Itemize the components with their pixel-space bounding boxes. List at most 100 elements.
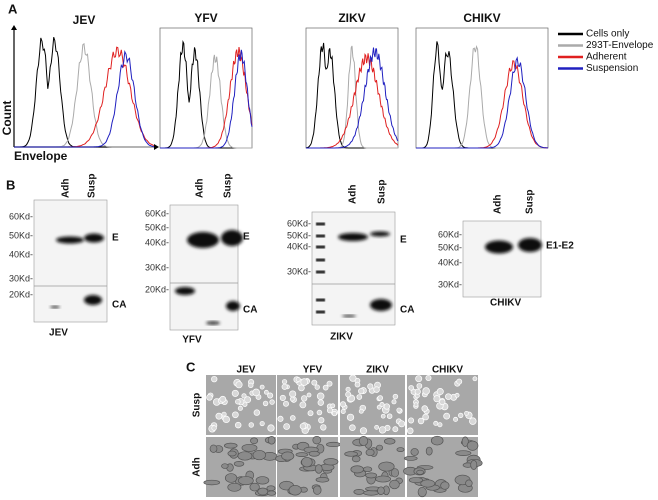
cell xyxy=(373,386,380,393)
histogram-curve xyxy=(416,45,548,149)
cell xyxy=(349,374,357,382)
protein-band xyxy=(56,236,84,244)
cell xyxy=(458,412,464,419)
blot-name: ZIKV xyxy=(330,332,353,343)
cell xyxy=(281,379,288,385)
cell xyxy=(353,488,365,495)
cell xyxy=(440,481,450,490)
cell xyxy=(421,405,429,412)
histogram-curve xyxy=(305,42,398,149)
cell xyxy=(437,422,443,428)
marker-label: 30Kd- xyxy=(287,266,311,276)
cell xyxy=(314,464,323,474)
cell xyxy=(237,405,243,411)
cell xyxy=(383,403,390,410)
cell xyxy=(288,484,302,496)
cell xyxy=(267,424,275,432)
cell xyxy=(380,413,386,419)
cell xyxy=(365,472,378,479)
cell xyxy=(415,375,423,383)
column-label: JEV xyxy=(237,365,256,376)
cell xyxy=(267,392,274,399)
cell xyxy=(301,456,313,468)
row-label: Adh xyxy=(192,457,203,476)
cell xyxy=(252,449,266,461)
blot xyxy=(462,220,542,298)
cell xyxy=(350,465,364,474)
cell xyxy=(257,487,269,496)
cell xyxy=(433,395,441,403)
row-label: Susp xyxy=(192,393,203,417)
cell xyxy=(358,408,364,414)
protein-band xyxy=(206,321,220,325)
cell xyxy=(408,385,414,391)
cell xyxy=(289,396,295,402)
cell xyxy=(316,392,325,400)
cell xyxy=(358,387,365,395)
protein-band xyxy=(50,306,60,308)
marker-label: 40Kd- xyxy=(438,257,462,267)
cell xyxy=(417,486,427,498)
band-label: E xyxy=(243,232,250,243)
cell xyxy=(375,475,392,483)
lane-label: Susp xyxy=(87,174,98,198)
cell xyxy=(433,420,439,426)
histogram-curve xyxy=(416,56,548,149)
cell xyxy=(345,391,352,398)
cell xyxy=(301,395,308,402)
protein-band xyxy=(221,230,243,246)
cell xyxy=(326,407,333,414)
plot-title: ZIKV xyxy=(338,11,365,25)
legend-label: Adherent xyxy=(586,52,627,63)
cell xyxy=(396,447,405,452)
cell xyxy=(384,438,396,445)
cell xyxy=(312,435,322,445)
plot-title: YFV xyxy=(194,11,217,25)
band-label: E xyxy=(400,235,407,246)
cell xyxy=(263,389,269,395)
cell xyxy=(253,409,261,416)
protein-band xyxy=(342,315,356,317)
panel-label: A xyxy=(8,1,18,16)
histogram-curve xyxy=(306,47,399,149)
cell xyxy=(318,417,325,424)
cell xyxy=(465,479,473,487)
cell xyxy=(326,441,341,448)
cell xyxy=(443,412,451,420)
cell xyxy=(244,396,252,404)
cell xyxy=(298,384,305,392)
cell xyxy=(306,392,312,398)
marker-label: 60Kd- xyxy=(287,218,311,228)
cell xyxy=(317,399,324,406)
histogram-curve xyxy=(14,49,155,148)
cell xyxy=(386,413,393,419)
x-axis-label: Envelope xyxy=(14,149,68,163)
ladder-band xyxy=(316,245,325,249)
cell xyxy=(316,409,323,416)
cell xyxy=(377,395,383,401)
ladder-band xyxy=(316,234,325,238)
cell xyxy=(472,376,478,382)
protein-band xyxy=(338,233,368,241)
cell xyxy=(234,421,242,429)
cell xyxy=(358,436,369,446)
cell xyxy=(299,401,307,409)
ladder-band xyxy=(316,298,325,302)
legend-label: Cells only xyxy=(586,29,629,40)
band-label: E1-E2 xyxy=(546,241,574,252)
cell xyxy=(255,476,270,485)
cell xyxy=(398,420,406,428)
column-label: YFV xyxy=(303,365,323,376)
cell xyxy=(367,383,374,390)
cell xyxy=(221,463,229,469)
band-label: E xyxy=(112,233,119,244)
cell xyxy=(340,408,346,414)
protein-band xyxy=(370,299,392,311)
cell xyxy=(376,444,384,451)
cell xyxy=(469,417,477,425)
cell xyxy=(470,460,478,470)
cell xyxy=(374,424,380,430)
cell xyxy=(233,461,245,467)
cell xyxy=(379,402,385,408)
